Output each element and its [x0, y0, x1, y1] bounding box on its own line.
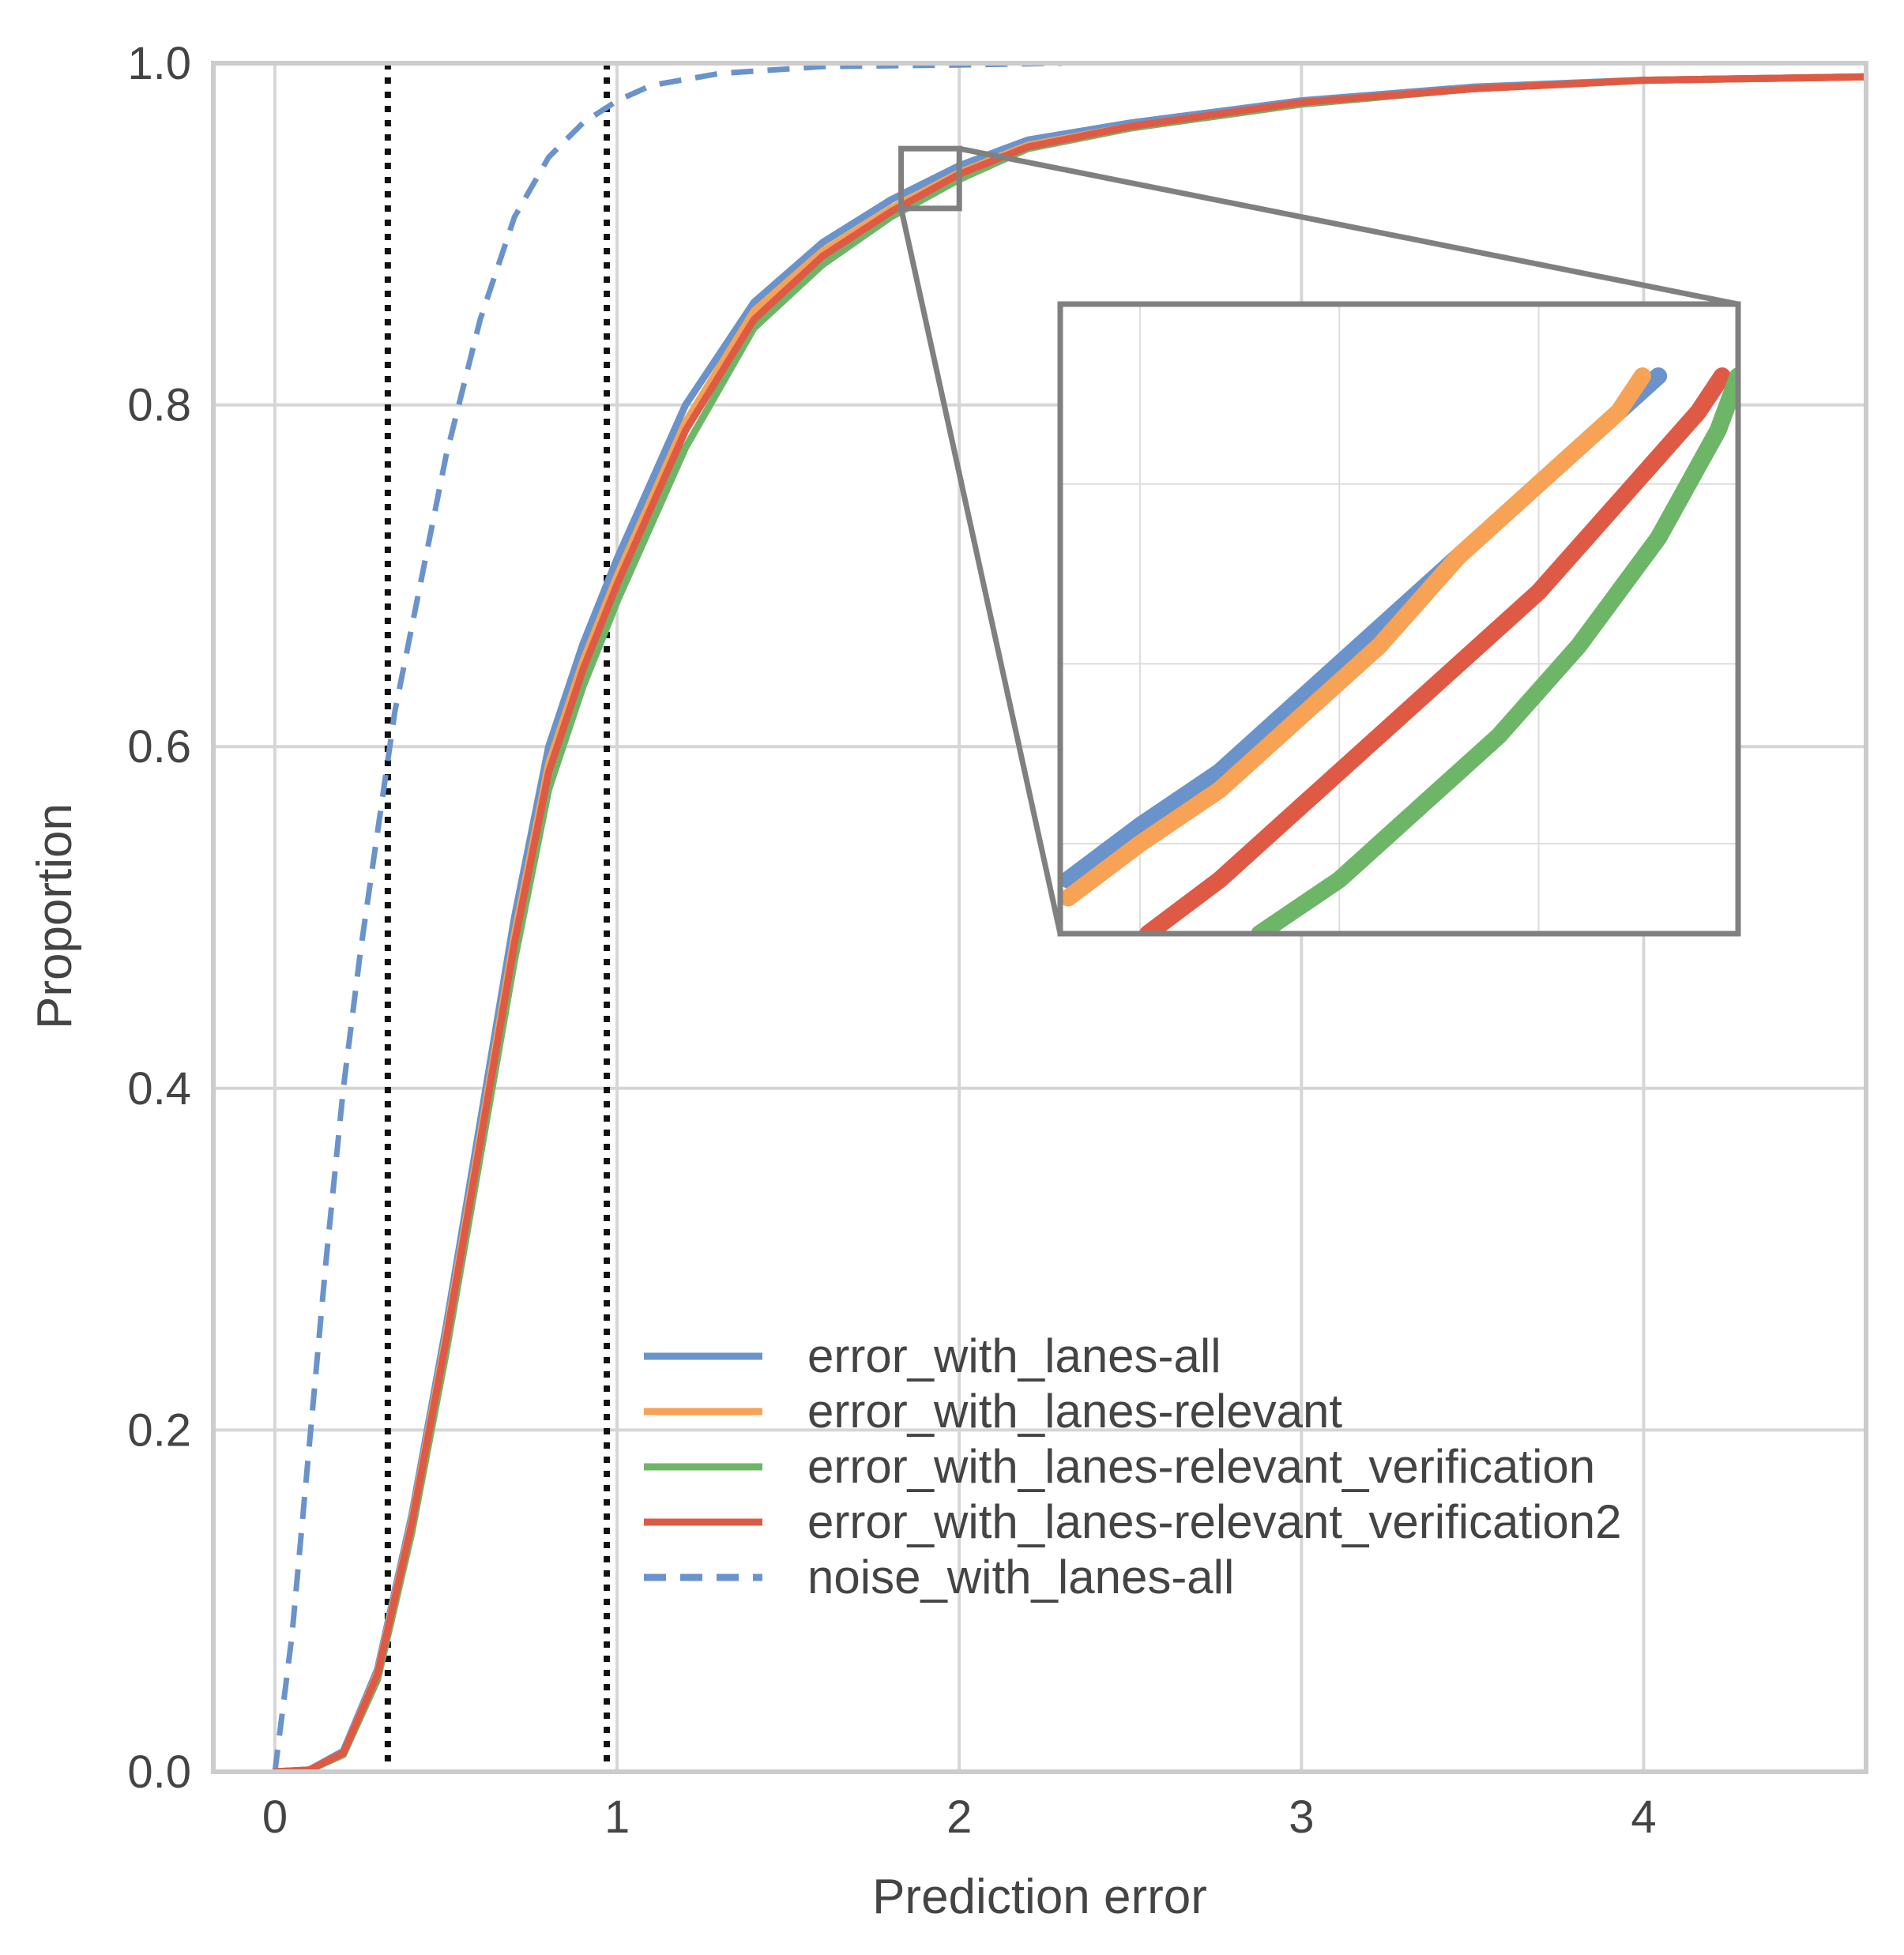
legend-label: error_with_lanes-relevant: [807, 1385, 1342, 1438]
legend-item: noise_with_lanes-all: [644, 1551, 1234, 1603]
legend-label: error_with_lanes-relevant_verification: [807, 1440, 1595, 1493]
plot-frame: [211, 61, 1868, 1774]
x-tick-label: 0: [262, 1791, 288, 1843]
legend: error_with_lanes-allerror_with_lanes-rel…: [644, 1329, 1622, 1603]
tick-labels: 0 1 2 3 4 0.0 0.2 0.4 0.6 0.8 1.0: [127, 38, 1656, 1843]
legend-item: error_with_lanes-relevant_verification2: [644, 1495, 1622, 1548]
inset-series-error_with_lanes-relevant: [1060, 367, 1651, 907]
x-axis-title: Prediction error: [872, 1870, 1207, 1924]
x-tick-label: 3: [1289, 1791, 1314, 1843]
inset-series-error_with_lanes-relevant_verification: [1251, 367, 1738, 934]
legend-label: error_with_lanes-relevant_verification2: [807, 1495, 1622, 1548]
inset-frame: [1057, 301, 1741, 937]
legend-item: error_with_lanes-relevant_verification: [644, 1440, 1595, 1493]
zoom-connector-bottom: [898, 208, 1063, 934]
x-tick-label: 1: [604, 1791, 630, 1843]
x-tick-label: 2: [946, 1791, 972, 1843]
y-tick-label: 0.2: [127, 1404, 191, 1456]
x-tick-label: 4: [1631, 1791, 1656, 1843]
series-line-noise_with_lanes-all: [272, 63, 1063, 1772]
series-line-error_with_lanes-relevant_verification2: [271, 73, 1866, 1772]
legend-label: error_with_lanes-all: [807, 1329, 1221, 1382]
zoom-source-box: [898, 145, 962, 212]
zoom-inset: [1057, 301, 1741, 937]
y-axis-title: Proportion: [28, 803, 82, 1029]
y-tick-label: 1.0: [127, 38, 191, 89]
legend-item: error_with_lanes-all: [644, 1329, 1221, 1382]
series-layer: [271, 63, 1866, 1772]
y-tick-label: 0.6: [127, 721, 191, 773]
legend-item: error_with_lanes-relevant: [644, 1385, 1342, 1438]
legend-label: noise_with_lanes-all: [807, 1551, 1234, 1603]
y-tick-label: 0.8: [127, 380, 191, 431]
y-tick-label: 0.4: [127, 1063, 191, 1115]
y-tick-label: 0.0: [127, 1746, 191, 1798]
zoom-connector-top: [958, 145, 1739, 307]
inset-plot: [1060, 304, 1738, 934]
zoom-connector: [898, 145, 1739, 934]
inset-series-error_with_lanes-relevant_verification2: [1139, 367, 1731, 934]
reference-lines: [384, 63, 611, 1772]
